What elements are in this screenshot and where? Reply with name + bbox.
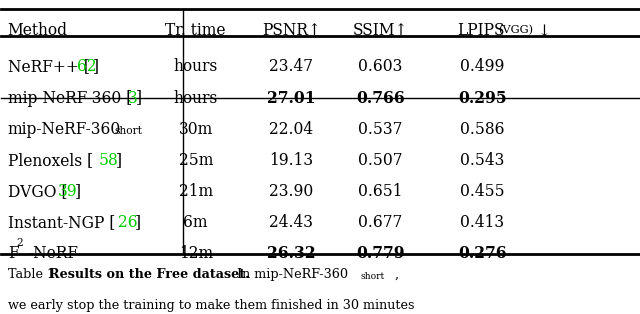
Text: 22.04: 22.04 [269,121,314,138]
Text: mip-NeRF-360: mip-NeRF-360 [8,121,121,138]
Text: 0.543: 0.543 [460,152,505,169]
Text: ]: ] [93,58,99,75]
Text: ]: ] [136,89,142,106]
Text: 3: 3 [127,89,138,106]
Text: 26.32: 26.32 [267,246,316,263]
Text: SSIM↑: SSIM↑ [353,22,408,39]
Text: 58: 58 [99,152,118,169]
Text: 39: 39 [58,183,77,200]
Text: ]: ] [75,183,81,200]
Text: NeRF++ [: NeRF++ [ [8,58,90,75]
Text: 0.766: 0.766 [356,89,405,106]
Text: we early stop the training to make them finished in 30 minutes: we early stop the training to make them … [8,299,414,312]
Text: Table 1.: Table 1. [8,268,59,281]
Text: 0.499: 0.499 [460,58,505,75]
Text: Results on the Free dataset.: Results on the Free dataset. [49,268,250,281]
Text: 0.276: 0.276 [458,246,507,263]
Text: 0.537: 0.537 [358,121,403,138]
Text: short: short [361,272,385,281]
Text: 25m: 25m [179,152,213,169]
Text: 0.651: 0.651 [358,183,403,200]
Text: 0.507: 0.507 [358,152,403,169]
Text: 6m: 6m [184,214,208,231]
Text: 21m: 21m [179,183,213,200]
Text: DVGO [: DVGO [ [8,183,67,200]
Text: 0.455: 0.455 [460,183,505,200]
Text: 0.295: 0.295 [458,89,507,106]
Text: Plenoxels [: Plenoxels [ [8,152,93,169]
Text: 26: 26 [118,214,138,231]
Text: PSNR↑: PSNR↑ [262,22,321,39]
Text: Tr. time: Tr. time [166,22,226,39]
Text: 0.779: 0.779 [356,246,405,263]
Text: 0.586: 0.586 [460,121,505,138]
Text: -NeRF: -NeRF [28,246,78,263]
Text: 23.47: 23.47 [269,58,314,75]
Text: 23.90: 23.90 [269,183,314,200]
Text: 12m: 12m [179,246,213,263]
Text: ,: , [394,268,399,281]
Text: 19.13: 19.13 [269,152,314,169]
Text: 0.677: 0.677 [358,214,403,231]
Text: 27.01: 27.01 [267,89,316,106]
Text: F: F [8,246,19,263]
Text: ]: ] [134,214,141,231]
Text: In mip-NeRF-360: In mip-NeRF-360 [229,268,348,281]
Text: 30m: 30m [179,121,213,138]
Text: (VGG): (VGG) [498,25,533,35]
Text: ]: ] [115,152,122,169]
Text: 24.43: 24.43 [269,214,314,231]
Text: short: short [114,126,142,136]
Text: 0.413: 0.413 [460,214,504,231]
Text: 0.603: 0.603 [358,58,403,75]
Text: Method: Method [8,22,68,39]
Text: hours: hours [173,89,218,106]
Text: ↓: ↓ [538,22,550,39]
Text: 62: 62 [77,58,96,75]
Text: Instant-NGP [: Instant-NGP [ [8,214,115,231]
Text: 2: 2 [17,238,24,248]
Text: mip-NeRF-360 [: mip-NeRF-360 [ [8,89,132,106]
Text: LPIPS: LPIPS [457,22,504,39]
Text: hours: hours [173,58,218,75]
